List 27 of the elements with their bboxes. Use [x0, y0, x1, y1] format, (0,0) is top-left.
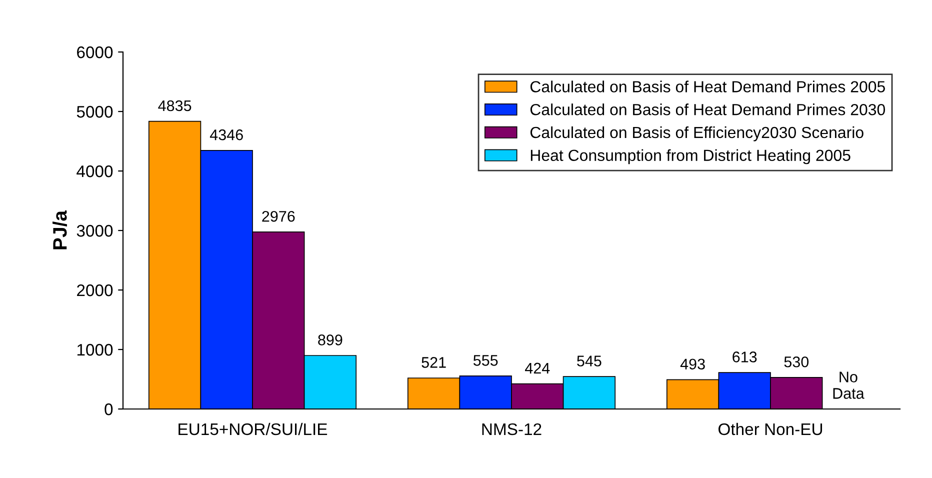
legend-label: Heat Consumption from District Heating 2005 [530, 149, 850, 164]
data-label: 493 [680, 358, 705, 370]
data-label: 521 [422, 357, 446, 368]
legend-label: Calculated on Basis of Efficiency2030 Scenario [530, 126, 864, 142]
x-tick-label: Other Non-EU [718, 422, 822, 436]
data-label: 545 [577, 356, 602, 366]
y-tick-label: 3000 [76, 224, 113, 237]
y-tick-label: 1000 [77, 344, 113, 356]
data-label: 424 [525, 362, 550, 374]
y-axis-title: PJ/a [52, 210, 68, 250]
data-label: 899 [318, 334, 342, 346]
y-tick-label: 6000 [77, 46, 113, 58]
text: No Data [833, 372, 864, 399]
legend-label: Calculated on Basis of Heat Demand Primes 2030 [530, 104, 886, 116]
data-label: 2976 [262, 210, 295, 222]
data-label: 4346 [210, 129, 243, 140]
data-label: 4835 [158, 100, 192, 112]
y-tick-label: 2000 [77, 284, 113, 296]
y-tick-label: 5000 [76, 106, 113, 118]
data-label: 530 [784, 356, 809, 368]
x-tick-label: EU15+NOR/SUI/LIE [178, 422, 328, 436]
x-tick-label: NMS-12 [482, 423, 542, 436]
y-tick-label: 4000 [76, 165, 113, 178]
data-label: 555 [473, 355, 498, 366]
y-tick-label: 0 [104, 403, 113, 416]
legend-label: Calculated on Basis of Heat Demand Primes 2005 [530, 80, 885, 92]
data-label: 613 [732, 352, 757, 362]
